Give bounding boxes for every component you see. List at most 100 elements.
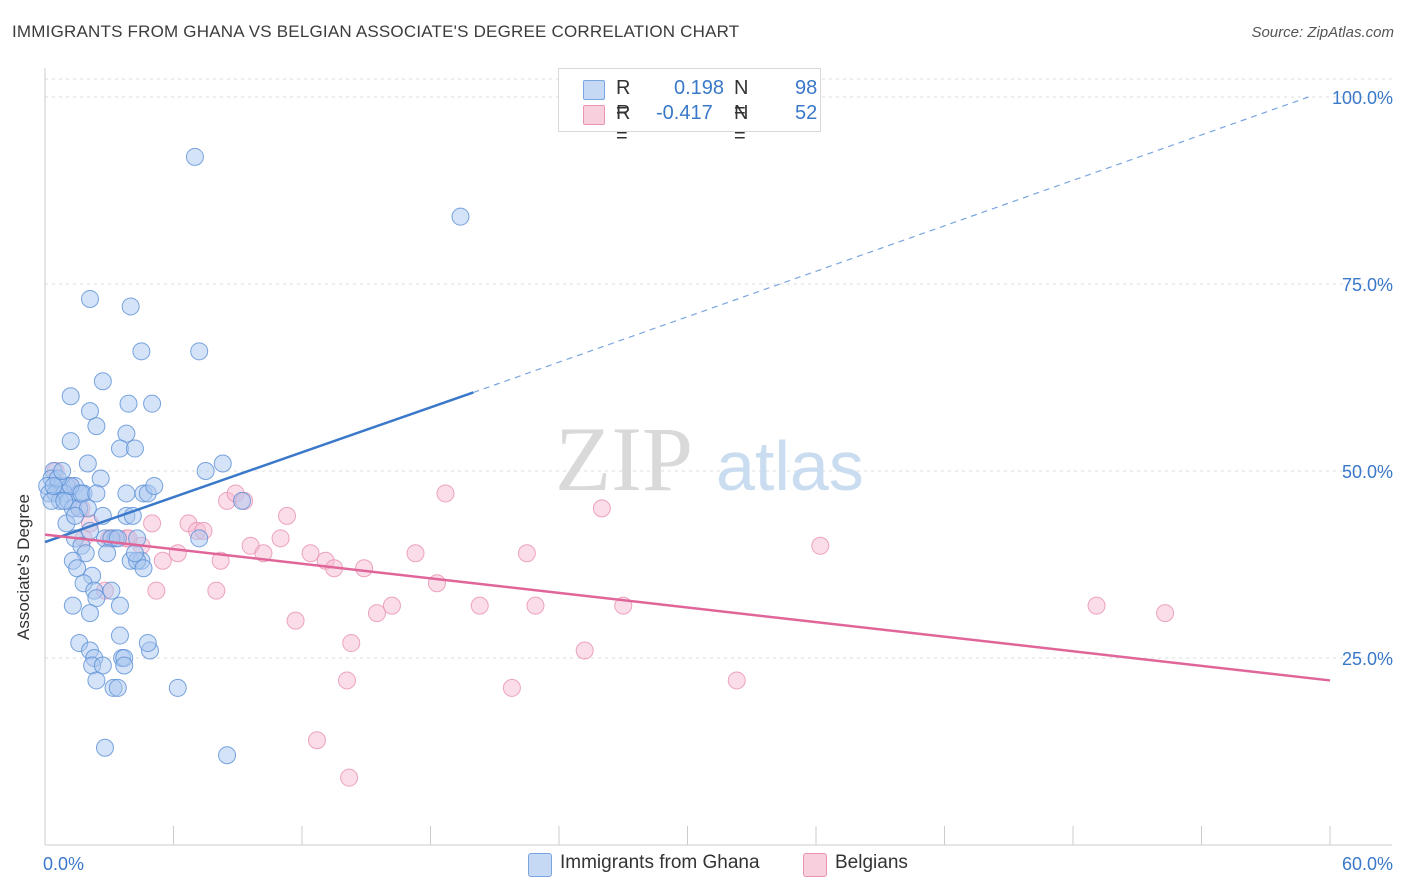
ghana-point <box>61 432 80 451</box>
belgians-points <box>46 462 1175 787</box>
legend-r-label: R = <box>616 77 631 122</box>
ghana-point <box>87 589 106 608</box>
ghana-point <box>185 147 204 166</box>
ghana-point <box>87 671 106 690</box>
ghana-points <box>38 147 470 765</box>
belgians-point <box>517 544 536 563</box>
y-tick-label: 25.0% <box>1342 649 1393 669</box>
ghana-point <box>115 656 134 675</box>
belgians-point <box>342 634 361 653</box>
belgians-trend-line <box>44 533 1331 682</box>
belgians-point <box>355 559 374 578</box>
ghana-point <box>93 372 112 391</box>
legend-r-label: R = <box>616 102 631 147</box>
belgians-point <box>592 499 611 518</box>
watermark-zip: ZIP <box>555 408 693 510</box>
ghana-point <box>190 529 209 548</box>
belgians-point <box>436 484 455 503</box>
ghana-point <box>117 424 136 443</box>
bottom-legend-swatch-pink <box>803 853 827 877</box>
bottom-legend-label: Belgians <box>835 852 908 873</box>
ghana-point <box>93 656 112 675</box>
ghana-point <box>78 454 97 473</box>
ghana-point <box>98 544 117 563</box>
y-tick-label: 75.0% <box>1342 275 1393 295</box>
belgians-point <box>168 544 187 563</box>
ghana-trend-extension <box>473 96 1309 394</box>
ghana-point <box>44 476 63 495</box>
legend-n-label: N = <box>734 102 749 147</box>
belgians-point <box>340 768 359 787</box>
y-tick-label: 100.0% <box>1332 88 1393 108</box>
ghana-point <box>108 678 127 697</box>
ghana-point <box>87 484 106 503</box>
ghana-point <box>218 746 237 765</box>
ghana-point <box>143 394 162 413</box>
ghana-point <box>68 559 87 578</box>
x-tick-label: 60.0% <box>1342 854 1393 874</box>
ghana-point <box>63 596 82 615</box>
ghana-point <box>80 289 99 308</box>
ghana-point <box>213 454 232 473</box>
ghana-point <box>125 439 144 458</box>
ghana-point <box>95 738 114 757</box>
ghana-point <box>110 626 129 645</box>
belgians-point <box>143 514 162 533</box>
x-tick-label: 0.0% <box>43 854 84 874</box>
belgians-point <box>147 581 166 600</box>
belgians-point <box>1156 604 1175 623</box>
bottom-legend-swatch-blue <box>528 853 552 877</box>
ghana-point <box>134 559 153 578</box>
grid-lines <box>45 78 1392 659</box>
belgians-point <box>271 529 290 548</box>
ghana-point <box>117 484 136 503</box>
ghana-point <box>451 207 470 226</box>
belgians-point <box>301 544 320 563</box>
ghana-point <box>72 484 91 503</box>
ghana-point <box>168 678 187 697</box>
ghana-point <box>138 634 157 653</box>
watermark: ZIP atlas <box>555 408 864 510</box>
bottom-legend-label: Immigrants from Ghana <box>560 852 760 873</box>
belgians-point <box>727 671 746 690</box>
legend-swatch-pink <box>583 105 605 125</box>
ghana-point <box>132 342 151 361</box>
ghana-point <box>233 491 252 510</box>
belgians-point <box>382 596 401 615</box>
correlation-legend: R = 0.198 N = 98 R = -0.417 N = 52 <box>558 68 821 147</box>
belgians-point <box>211 551 230 570</box>
ghana-point <box>125 544 144 563</box>
belgians-point <box>254 544 273 563</box>
ghana-point <box>110 596 129 615</box>
legend-n-label: N = <box>734 77 749 122</box>
legend-r-value: 0.198 <box>674 77 725 99</box>
belgians-point <box>286 611 305 630</box>
ghana-point <box>61 387 80 406</box>
legend-r-value: -0.417 <box>656 102 713 124</box>
ghana-point <box>110 439 129 458</box>
belgians-point <box>575 641 594 660</box>
belgians-point <box>470 596 489 615</box>
chart-source: Source: ZipAtlas.com <box>1251 24 1394 41</box>
ghana-point <box>91 469 110 488</box>
axes <box>44 68 1392 846</box>
legend-n-value: 52 <box>795 102 818 124</box>
legend-n-value: 98 <box>795 77 818 99</box>
y-tick-label: 50.0% <box>1342 462 1393 482</box>
watermark-atlas: atlas <box>716 427 864 505</box>
ghana-point <box>80 604 99 623</box>
legend-swatch-blue <box>583 80 605 100</box>
ghana-point <box>87 417 106 436</box>
ghana-point <box>190 342 209 361</box>
ghana-point <box>119 394 138 413</box>
belgians-point <box>337 671 356 690</box>
belgians-point <box>207 581 226 600</box>
belgians-point <box>502 678 521 697</box>
belgians-point <box>367 604 386 623</box>
ghana-point <box>80 402 99 421</box>
ghana-point <box>102 581 121 600</box>
ghana-point <box>196 462 215 480</box>
y-axis-label: Associate's Degree <box>14 494 33 640</box>
ghana-point <box>145 476 164 495</box>
